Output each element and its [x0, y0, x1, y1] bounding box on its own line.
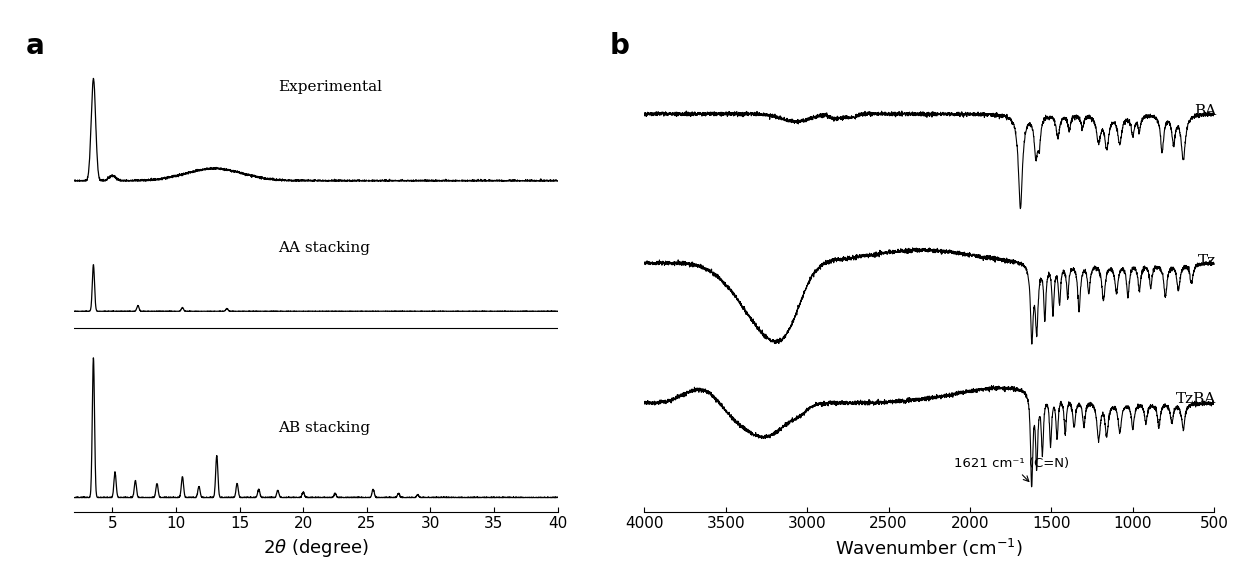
Text: AA stacking: AA stacking — [278, 242, 369, 255]
Text: Experimental: Experimental — [278, 80, 382, 94]
Text: a: a — [26, 32, 45, 60]
Text: AB stacking: AB stacking — [278, 421, 370, 435]
Text: Tz: Tz — [1198, 254, 1215, 268]
Text: b: b — [610, 32, 629, 60]
Text: 1621 cm⁻¹ (C=N): 1621 cm⁻¹ (C=N) — [954, 457, 1069, 482]
Text: BA: BA — [1193, 104, 1215, 118]
Text: TzBA: TzBA — [1176, 392, 1215, 406]
X-axis label: $2\theta$ (degree): $2\theta$ (degree) — [263, 537, 369, 559]
X-axis label: Wavenumber (cm$^{-1}$): Wavenumber (cm$^{-1}$) — [835, 537, 1023, 559]
